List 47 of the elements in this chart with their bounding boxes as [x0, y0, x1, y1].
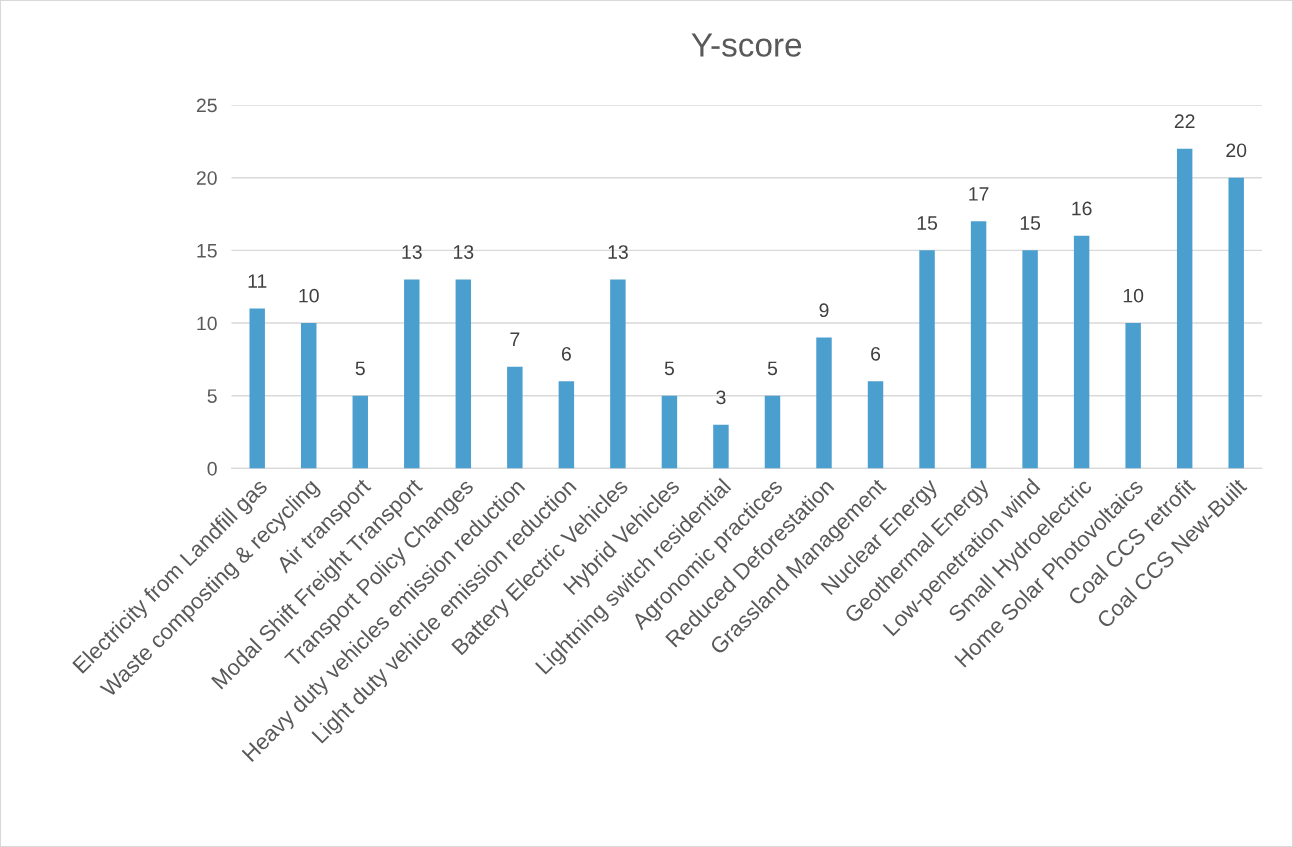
data-label: 15	[917, 216, 938, 230]
y-tick-label: 10	[197, 316, 217, 331]
bar	[713, 424, 729, 469]
data-label: 15	[1020, 216, 1041, 230]
data-label: 13	[453, 245, 474, 259]
data-label: 17	[969, 187, 989, 201]
data-label: 13	[402, 245, 422, 259]
data-label: 5	[355, 361, 365, 376]
data-label: 11	[248, 274, 267, 288]
bar	[404, 279, 420, 469]
data-label: 6	[561, 346, 571, 361]
data-label: 16	[1072, 201, 1092, 216]
data-label: 6	[871, 346, 881, 361]
bar	[919, 250, 935, 469]
bar	[816, 337, 832, 469]
bar	[1228, 177, 1244, 469]
data-label: 7	[510, 332, 520, 346]
y-tick-label: 25	[196, 98, 217, 113]
data-label: 20	[1226, 143, 1247, 158]
data-label: 5	[664, 361, 675, 376]
data-label: 10	[1123, 288, 1144, 303]
bar	[1022, 250, 1038, 469]
chart-title: Y-score	[691, 33, 802, 57]
bar	[455, 279, 472, 469]
data-label: 13	[608, 245, 628, 259]
y-tick-label: 15	[197, 244, 217, 258]
bar	[301, 323, 317, 469]
bar	[507, 366, 523, 469]
bar	[610, 279, 626, 469]
bar	[867, 381, 884, 469]
bar	[764, 395, 781, 469]
y-tick-label: 5	[207, 389, 217, 403]
data-label: 22	[1174, 114, 1195, 128]
data-label: 5	[767, 361, 778, 376]
bar	[352, 395, 368, 469]
y-tick-label: 0	[207, 461, 217, 476]
bar	[970, 221, 987, 469]
data-label: 9	[819, 303, 829, 318]
y-tick-label: 20	[196, 171, 217, 185]
bar	[661, 395, 678, 469]
bar	[558, 381, 575, 469]
bar	[249, 308, 265, 469]
data-label: 10	[299, 288, 319, 303]
bar	[1125, 323, 1141, 469]
data-label: 3	[716, 390, 726, 405]
bar	[1176, 148, 1193, 469]
bar	[1073, 235, 1090, 469]
